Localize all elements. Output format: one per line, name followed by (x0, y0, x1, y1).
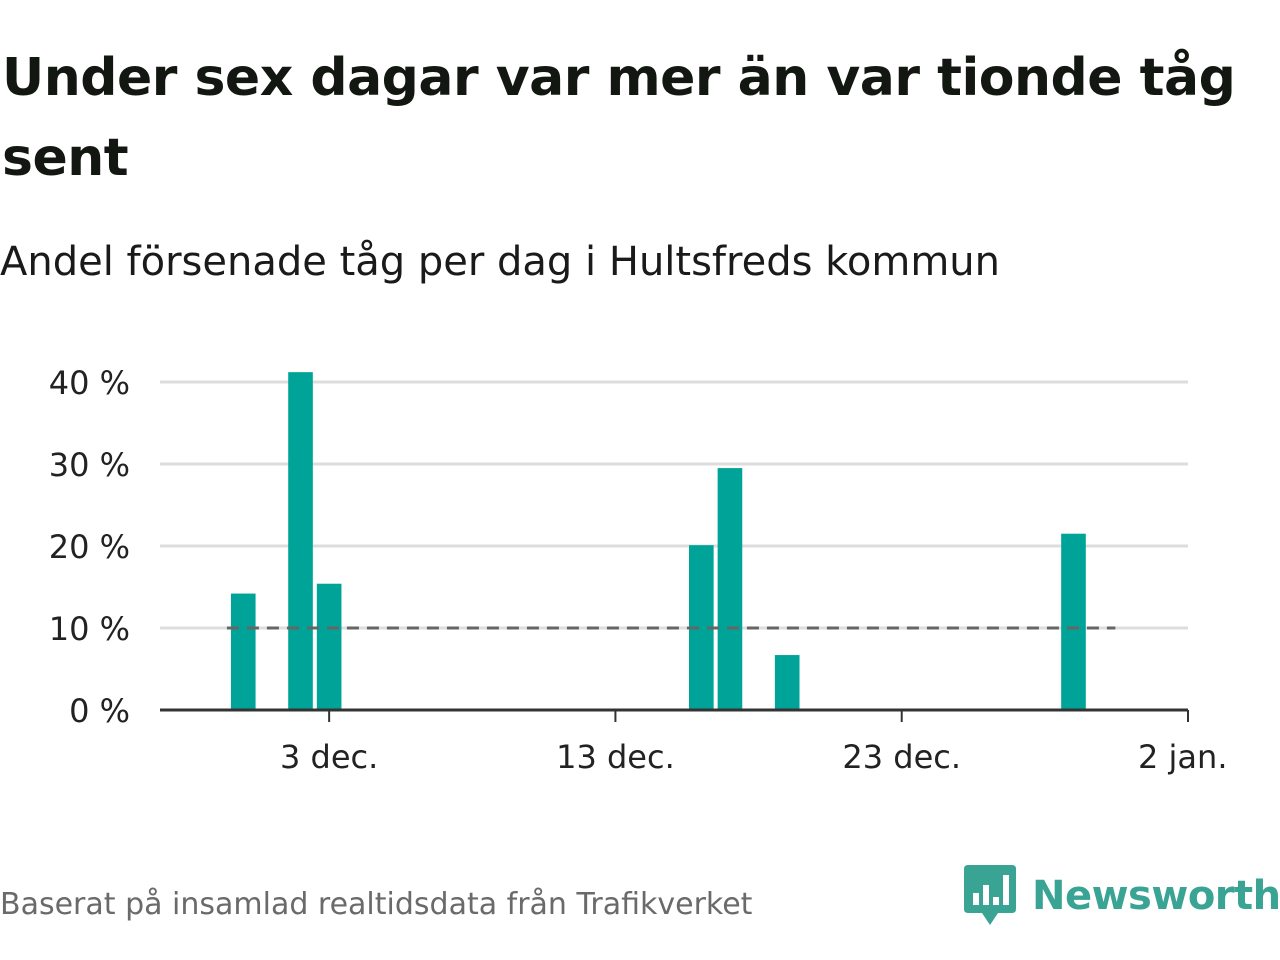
brand-name: Newsworthy (1032, 873, 1280, 919)
bar-chart: 0 % 10 % 20 % 30 % 40 % 3 dec. 13 dec. 23 dec. 2… (49, 364, 1228, 776)
bar (230, 593, 256, 710)
y-tick-label: 30 % (49, 446, 130, 484)
bar (717, 468, 743, 710)
chart-subtitle: Andel försenade tåg per dag i Hultsfreds… (0, 239, 1000, 285)
x-tick-label: 3 dec. (280, 738, 378, 776)
y-tick-label: 0 % (69, 692, 130, 730)
bar (316, 583, 342, 710)
x-tick-label: 2 jan. (1138, 738, 1227, 776)
gridlines (160, 380, 1188, 630)
y-tick-label: 20 % (49, 528, 130, 566)
bar (288, 372, 313, 710)
y-tick-label: 40 % (49, 364, 130, 402)
x-tick-label: 13 dec. (556, 738, 675, 776)
axes: 0 % 10 % 20 % 30 % 40 % 3 dec. 13 dec. 23 dec. 2… (49, 364, 1228, 776)
bars (230, 372, 1086, 710)
source-note: Baserat på insamlad realtidsdata från Tr… (0, 887, 753, 922)
y-tick-label: 10 % (49, 610, 130, 648)
brand-logo: Newsworthy (964, 864, 1280, 928)
chart-title: Under sex dagar var mer än var tionde tå… (2, 48, 1236, 188)
bar (1061, 533, 1086, 710)
x-tick-label: 23 dec. (842, 738, 961, 776)
newsworthy-chart-bubble-icon (964, 865, 1016, 925)
bar (774, 655, 800, 710)
